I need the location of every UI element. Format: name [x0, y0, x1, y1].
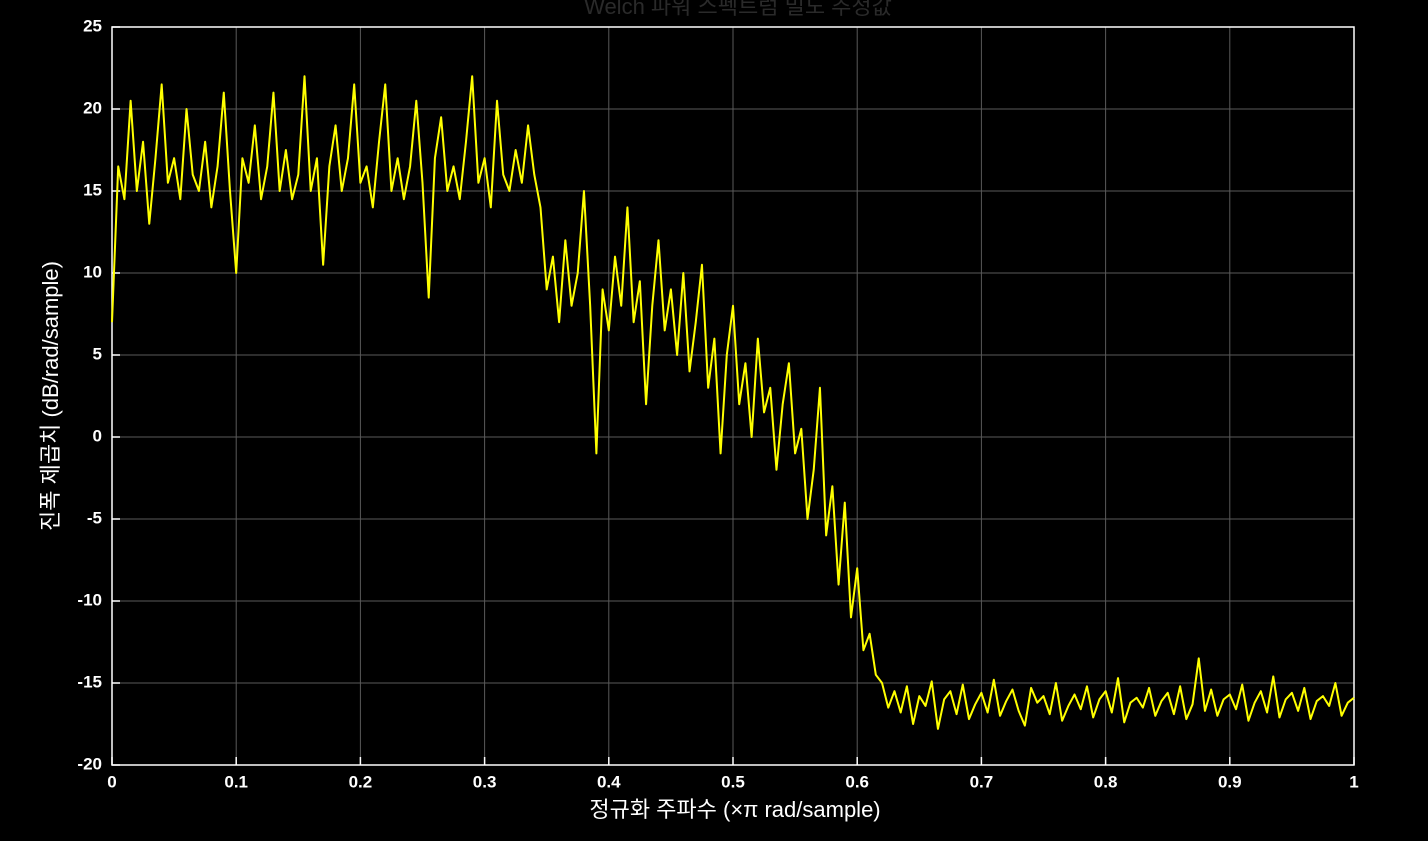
y-tick-label: 0 [93, 426, 102, 445]
x-tick-label: 0.7 [970, 772, 994, 791]
y-tick-label: 10 [83, 262, 102, 281]
y-tick-label: -20 [77, 754, 102, 773]
x-tick-label: 1 [1349, 772, 1358, 791]
x-tick-label: 0.1 [224, 772, 248, 791]
y-tick-label: -15 [77, 672, 102, 691]
x-tick-label: 0 [107, 772, 116, 791]
y-tick-label: 15 [83, 180, 102, 199]
x-tick-label: 0.5 [721, 772, 745, 791]
y-tick-label: 20 [83, 98, 102, 117]
x-tick-label: 0.3 [473, 772, 497, 791]
plot-frame [111, 26, 1355, 766]
x-tick-label: 0.2 [349, 772, 373, 791]
x-tick-label: 0.9 [1218, 772, 1242, 791]
y-tick-label: -5 [87, 508, 102, 527]
x-axis-label: 정규화 주파수 (×π rad/sample) [589, 797, 880, 822]
chart-title: Welch 파워 스펙트럼 밀도 추정값 [584, 0, 892, 19]
x-tick-label: 0.6 [845, 772, 869, 791]
spectrum-line [111, 75, 1355, 730]
y-tick-label: 5 [93, 344, 102, 363]
y-tick-label: -10 [77, 590, 102, 609]
x-tick-label: 0.8 [1094, 772, 1118, 791]
x-tick-label: 0.4 [597, 772, 621, 791]
y-tick-label: 25 [83, 16, 102, 35]
y-axis-label: 진폭 제곱치 (dB/rad/sample) [38, 261, 63, 531]
